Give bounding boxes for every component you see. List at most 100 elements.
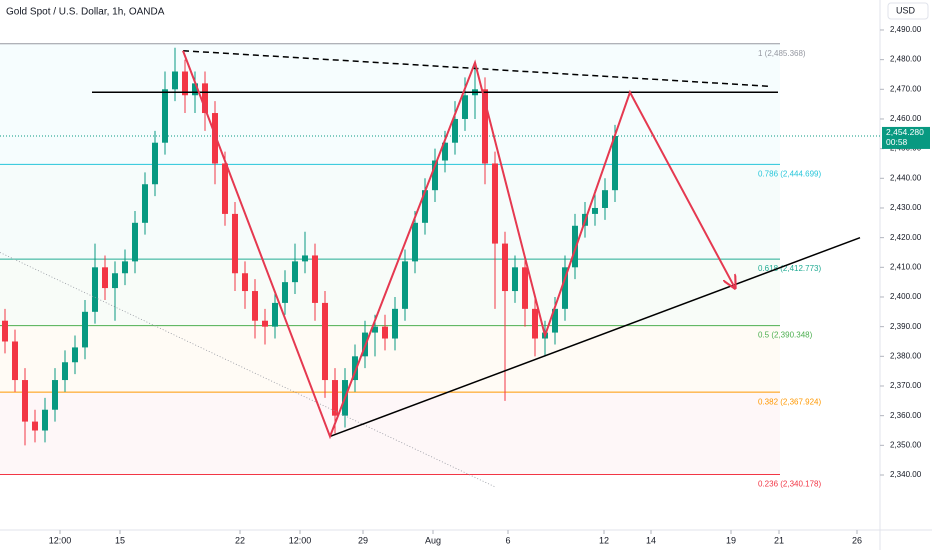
last-price-box [882,126,930,149]
fib-label: 0.236 (2,340.178) [758,480,821,489]
candle-body [572,225,578,268]
candle-body [72,347,78,363]
candle-body [102,267,108,289]
candle-body [272,302,278,327]
y-tick-label: 2,470.00 [890,84,922,93]
y-tick-label: 2,360.00 [890,411,922,420]
countdown: 00:58 [886,137,908,147]
fib-label: 1 (2,485.368) [758,49,806,58]
currency-box[interactable] [887,2,929,20]
fib-label: 0.618 (2,412.773) [758,264,821,273]
candle-body [502,243,508,292]
candle-body [162,89,168,143]
y-tick-label: 2,490.00 [890,25,922,34]
x-tick-label: 12:00 [49,535,72,545]
candle-body [32,421,38,431]
candle-body [322,302,328,381]
candle-body [92,267,98,312]
candle-body [62,362,68,381]
x-tick-label: 6 [505,535,510,545]
fib-zone [0,325,780,393]
candle-body [332,380,338,416]
candle-body [432,160,438,191]
y-tick-label: 2,440.00 [890,173,922,182]
x-tick-label: 19 [726,535,736,545]
candle-body [392,308,398,339]
y-tick-label: 2,460.00 [890,114,922,123]
candle-body [562,267,568,309]
x-tick-label: 22 [235,535,245,545]
candle-body [252,291,258,321]
candle-body [212,113,218,164]
candle-body [22,380,28,422]
last-price-label: 2,454.280 [886,127,924,137]
fib-label: 0.786 (2,444.699) [758,169,821,178]
candle-body [612,135,618,191]
y-tick-label: 2,370.00 [890,381,922,390]
candle-body [292,261,298,283]
candle-body [442,142,448,161]
candle-body [262,320,268,327]
candle-body [372,326,378,333]
candle-body [182,71,188,96]
candle-body [592,207,598,214]
y-tick-label: 2,390.00 [890,322,922,331]
candle-body [532,308,538,339]
candle-body [222,163,228,214]
candle-body [172,71,178,90]
candle-body [202,83,208,114]
fib-zone [0,164,780,260]
x-tick-label: 12:00 [289,535,312,545]
y-tick-label: 2,400.00 [890,292,922,301]
candle-body [242,273,248,292]
trend-line [329,236,861,438]
candle-body [52,380,58,410]
candle-body [282,282,288,303]
x-tick-label: 26 [852,535,862,545]
candle-body [122,261,128,274]
x-tick-label: Aug [425,535,441,545]
candle-body [232,213,238,274]
x-tick-label: 12 [599,535,609,545]
candle-body [142,184,148,223]
candle-body [402,261,408,309]
trend-line [0,252,496,488]
candle-body [112,273,118,289]
y-tick-label: 2,350.00 [890,440,922,449]
candle-body [82,311,88,348]
candle-body [522,267,528,309]
candle-body [422,190,428,223]
candle-body [482,89,488,164]
fib-zone [0,259,780,326]
candle-body [512,267,518,292]
candle-body [192,83,198,96]
candle-body [452,118,458,143]
x-tick-label: 15 [115,535,125,545]
candle-body [132,222,138,262]
candle-body [492,163,498,244]
candle-body [412,222,418,262]
y-tick-label: 2,480.00 [890,55,922,64]
candle-body [552,308,558,333]
y-tick-label: 2,420.00 [890,233,922,242]
candle-body [302,255,308,262]
candle-body [382,326,388,339]
y-tick-label: 2,340.00 [890,470,922,479]
currency[interactable]: USD [896,5,916,15]
y-tick-label: 2,430.00 [890,203,922,212]
fib-zone [0,43,780,165]
x-tick-label: 21 [774,535,784,545]
candle-body [2,320,8,342]
y-tick-label: 2,410.00 [890,262,922,271]
candle-body [152,142,158,185]
candle-body [602,190,608,208]
chart-title: Gold Spot / U.S. Dollar, 1h, OANDA [6,7,165,18]
candle-body [12,341,18,381]
fib-label: 0.382 (2,367.924) [758,397,821,406]
projection-path [182,50,735,440]
plot-area: 1 (2,485.368) 0.786 (2,444.699) 0.618 (2,4… [0,43,880,489]
candle-body [352,356,358,381]
fib-label: 0.5 (2,390.348) [758,331,813,340]
